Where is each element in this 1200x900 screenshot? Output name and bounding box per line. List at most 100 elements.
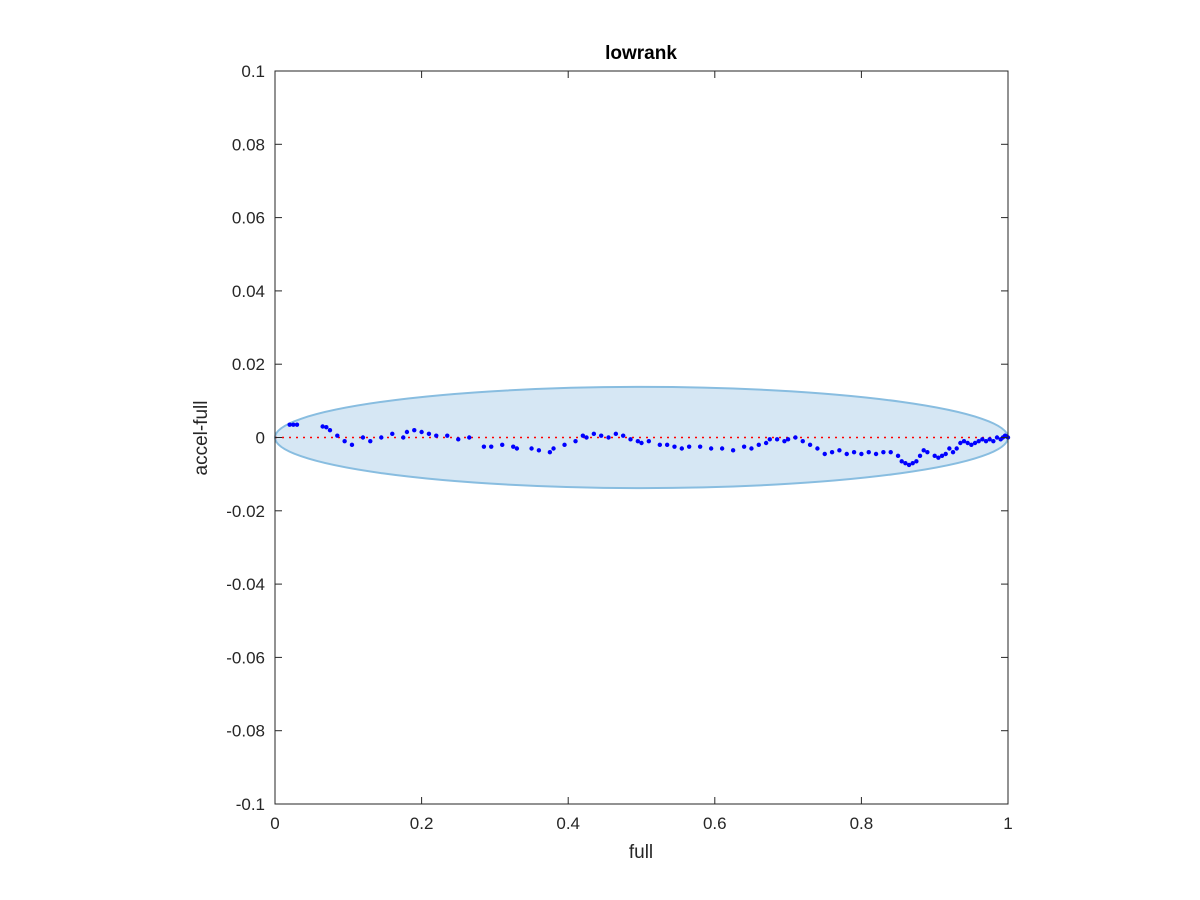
data-point	[947, 446, 952, 451]
data-point	[932, 453, 937, 459]
data-point	[412, 427, 417, 433]
data-point	[859, 451, 864, 457]
data-point	[547, 449, 553, 455]
y-axis-label: accel-full	[191, 401, 212, 476]
data-point	[529, 446, 534, 451]
data-point	[419, 429, 424, 435]
data-point	[591, 431, 597, 437]
data-point	[551, 446, 556, 451]
data-point	[287, 422, 292, 427]
data-point	[628, 437, 633, 442]
data-point	[895, 453, 901, 459]
data-point	[881, 449, 886, 455]
x-tick-label: 0.2	[410, 814, 434, 833]
y-tick-label: -0.08	[226, 722, 265, 741]
x-tick-label: 0.6	[703, 814, 727, 833]
data-point	[961, 438, 967, 444]
data-point	[763, 440, 769, 446]
y-tick-label: 0.06	[232, 209, 265, 228]
data-point	[657, 442, 663, 448]
data-point	[445, 433, 450, 438]
data-point	[793, 435, 798, 440]
y-tick-label: 0.04	[232, 282, 265, 301]
data-point	[360, 435, 366, 440]
data-point	[910, 460, 915, 466]
y-tick-label: 0	[256, 429, 265, 448]
x-tick-label: 0.4	[556, 814, 580, 833]
x-tick-label: 0.8	[850, 814, 874, 833]
data-point	[782, 438, 787, 444]
data-point	[390, 431, 395, 437]
data-point	[815, 446, 820, 451]
data-point	[536, 448, 542, 453]
data-point	[972, 440, 978, 446]
data-point	[708, 446, 714, 451]
data-point	[404, 429, 410, 435]
data-point	[342, 438, 347, 444]
data-point	[950, 449, 956, 455]
data-point	[349, 442, 355, 448]
data-point	[741, 444, 747, 449]
data-point	[991, 438, 996, 444]
data-point	[767, 437, 772, 442]
y-tick-label: -0.1	[236, 795, 265, 814]
data-point	[613, 431, 619, 437]
data-point	[327, 427, 333, 433]
data-point	[954, 446, 959, 451]
data-point	[994, 435, 1000, 440]
data-point	[368, 438, 373, 444]
data-point	[456, 437, 461, 442]
plot-area: 0 0.2 0.4 0.6 0.8 1 -0.1 -0.08 -0.06 -0.04 -0.02 0 0…	[226, 62, 1012, 833]
data-point	[851, 449, 857, 455]
data-point	[639, 440, 644, 446]
data-point	[756, 442, 761, 448]
data-point	[983, 438, 989, 444]
data-point	[335, 433, 340, 438]
data-point	[573, 438, 578, 444]
data-point	[936, 455, 941, 460]
x-tick-label: 1	[1003, 814, 1012, 833]
data-point	[646, 438, 652, 444]
data-point	[697, 444, 703, 449]
data-point	[606, 435, 611, 440]
data-point	[291, 422, 296, 427]
x-axis-label: full	[629, 842, 653, 863]
data-point	[672, 444, 677, 449]
y-tick-label: -0.02	[226, 502, 265, 521]
data-point	[822, 451, 827, 457]
data-point	[873, 451, 879, 457]
data-point	[965, 440, 970, 446]
data-point	[426, 431, 432, 437]
data-point	[294, 422, 300, 427]
data-point	[481, 444, 487, 449]
data-point	[749, 446, 754, 451]
data-point	[844, 451, 849, 457]
data-point	[785, 437, 791, 442]
data-point	[939, 453, 945, 459]
data-point	[774, 437, 780, 442]
data-point	[917, 453, 923, 459]
data-point	[379, 435, 384, 440]
data-point	[807, 442, 813, 448]
data-point	[925, 449, 930, 455]
data-point	[943, 451, 948, 457]
chart-title: lowrank	[605, 43, 677, 64]
data-point	[980, 437, 985, 442]
data-point	[584, 435, 589, 440]
data-point	[562, 442, 567, 448]
data-point	[906, 462, 912, 468]
data-point	[866, 449, 871, 455]
data-point	[800, 438, 805, 444]
data-point	[686, 444, 692, 449]
data-point	[489, 444, 494, 449]
y-tick-label: 0.1	[241, 62, 265, 81]
data-point	[899, 459, 904, 464]
data-point	[921, 448, 926, 453]
data-point	[719, 446, 725, 451]
x-tick-label: 0	[270, 814, 279, 833]
data-point	[730, 448, 736, 453]
data-point	[598, 433, 604, 438]
data-point	[829, 449, 835, 455]
data-point	[969, 442, 974, 448]
